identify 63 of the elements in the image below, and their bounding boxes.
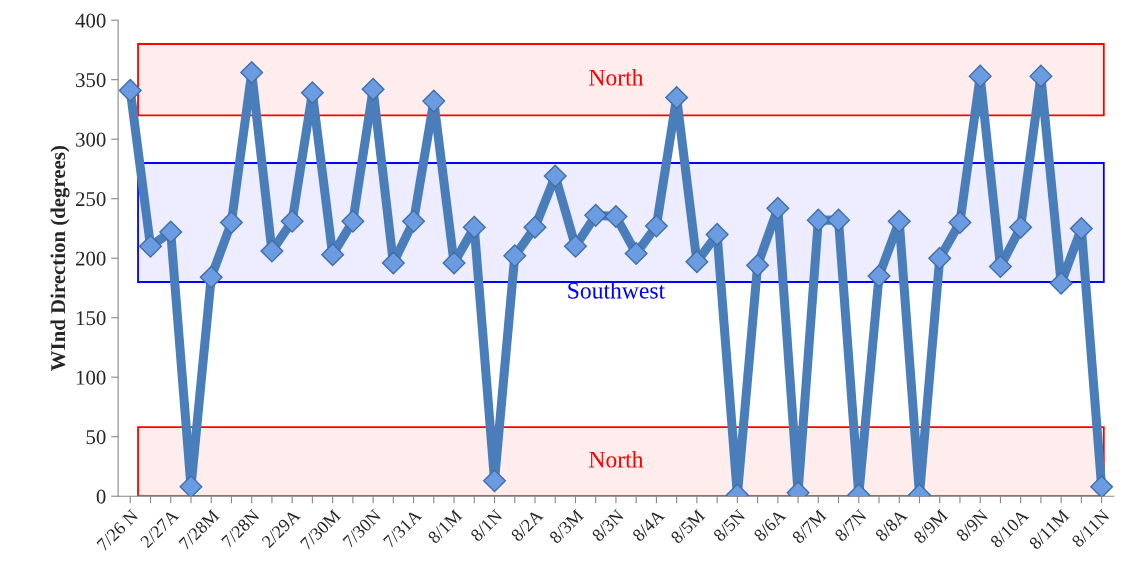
- point: [968, 64, 992, 88]
- point: [179, 475, 203, 497]
- y-tick-label: 100: [76, 370, 106, 385]
- y-tick-label: 0: [96, 489, 106, 504]
- point: [887, 209, 911, 233]
- point: [624, 241, 648, 265]
- point: [827, 208, 851, 232]
- point: [867, 264, 891, 288]
- y-tick-label: 300: [76, 132, 106, 147]
- point: [665, 86, 689, 110]
- point: [563, 234, 587, 258]
- y-tick-label: 200: [75, 251, 106, 266]
- point: [1029, 64, 1053, 88]
- point: [584, 203, 608, 227]
- point: [240, 61, 264, 85]
- point: [806, 208, 830, 232]
- point: [503, 244, 527, 268]
- point: [988, 255, 1012, 279]
- point: [1090, 475, 1114, 497]
- point: [321, 243, 345, 267]
- point: [381, 251, 405, 275]
- y-axis-title: WInd Direction (degrees): [50, 146, 70, 371]
- x-tick-label: 8/6A: [753, 508, 787, 543]
- point: [139, 234, 163, 258]
- x-tick-label: 8/8A: [874, 508, 909, 543]
- band-label: North: [589, 68, 644, 86]
- point: [523, 215, 547, 239]
- point: [483, 469, 507, 493]
- point: [260, 239, 284, 263]
- point: [118, 78, 142, 102]
- y-tick-label: 150: [76, 311, 106, 326]
- y-tick-label: 250: [75, 192, 106, 207]
- y-tick-label: 400: [75, 13, 106, 28]
- y-tick-label: 50: [86, 430, 106, 445]
- point: [685, 250, 709, 274]
- y-tick-label: 350: [76, 73, 106, 88]
- point: [442, 251, 466, 275]
- point: [1049, 271, 1073, 295]
- point: [644, 214, 668, 238]
- point: [402, 209, 426, 233]
- point: [422, 89, 446, 113]
- point: [341, 209, 365, 233]
- point: [199, 265, 223, 289]
- point: [361, 77, 385, 101]
- point: [219, 211, 243, 235]
- point: [1069, 216, 1093, 240]
- point: [705, 222, 729, 246]
- band-label: North: [589, 451, 644, 468]
- point: [1009, 215, 1033, 239]
- point: [543, 164, 567, 188]
- point: [948, 211, 972, 235]
- point: [604, 205, 628, 229]
- point: [746, 253, 770, 277]
- point: [159, 220, 183, 244]
- x-tick-label: 7/26 N: [96, 508, 139, 552]
- x-tick-label: 8/2A: [510, 508, 544, 543]
- x-tick-label: 8/4A: [631, 508, 666, 543]
- point: [280, 209, 304, 233]
- point: [300, 81, 324, 105]
- point: [462, 215, 486, 239]
- point: [928, 246, 952, 270]
- point: [766, 196, 790, 220]
- band-label: Southwest: [568, 282, 665, 299]
